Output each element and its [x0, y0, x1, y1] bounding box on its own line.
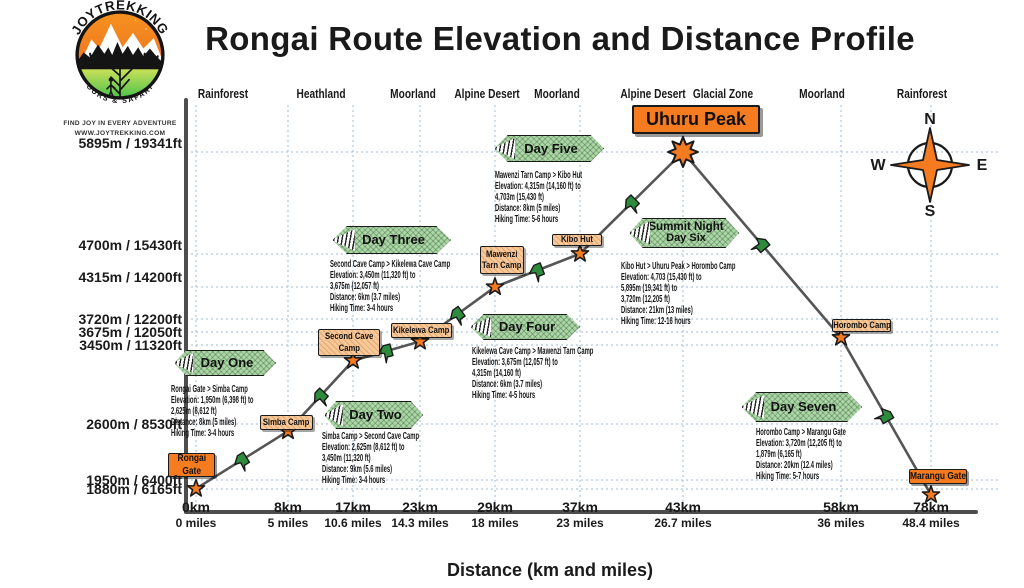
- svg-text:S: S: [925, 203, 936, 220]
- svg-text:W: W: [870, 157, 886, 174]
- svg-text:N: N: [924, 111, 936, 128]
- svg-text:E: E: [977, 157, 988, 174]
